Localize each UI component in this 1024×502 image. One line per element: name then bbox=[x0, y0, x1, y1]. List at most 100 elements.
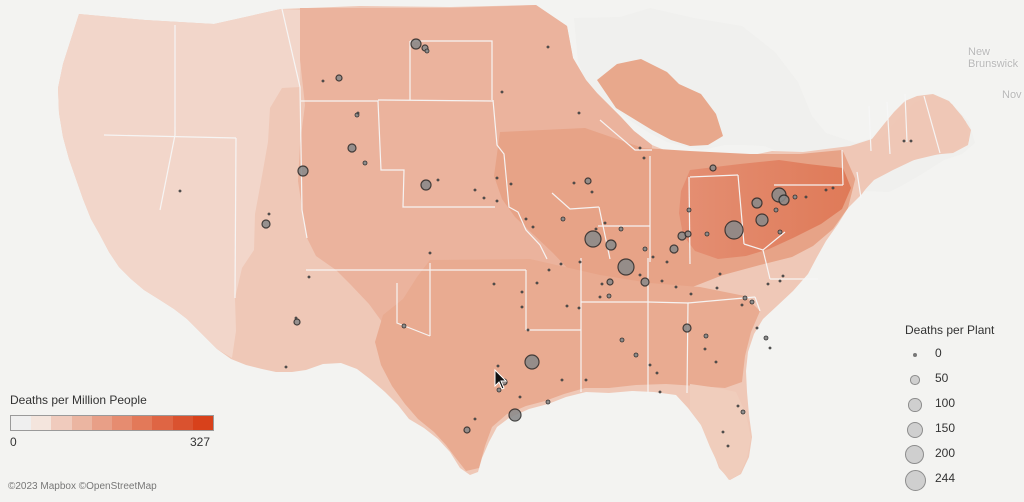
plant-marker[interactable] bbox=[703, 333, 709, 339]
plant-marker[interactable] bbox=[804, 195, 808, 199]
plant-marker[interactable] bbox=[356, 111, 360, 115]
plant-marker[interactable] bbox=[755, 326, 759, 330]
plant-marker[interactable] bbox=[294, 316, 298, 320]
plant-marker[interactable] bbox=[709, 164, 717, 172]
plant-marker[interactable] bbox=[792, 194, 798, 200]
plant-marker[interactable] bbox=[293, 318, 301, 326]
plant-marker[interactable] bbox=[584, 378, 588, 382]
plant-marker[interactable] bbox=[508, 408, 522, 422]
plant-marker[interactable] bbox=[718, 272, 722, 276]
plant-marker[interactable] bbox=[420, 179, 432, 191]
plant-marker[interactable] bbox=[777, 229, 783, 235]
plant-marker[interactable] bbox=[524, 217, 528, 221]
plant-marker[interactable] bbox=[178, 189, 182, 193]
plant-marker[interactable] bbox=[492, 282, 496, 286]
plant-marker[interactable] bbox=[781, 274, 785, 278]
plant-marker[interactable] bbox=[496, 387, 502, 393]
plant-marker[interactable] bbox=[642, 156, 646, 160]
plant-marker[interactable] bbox=[633, 352, 639, 358]
plant-marker[interactable] bbox=[714, 360, 718, 364]
plant-marker[interactable] bbox=[600, 282, 604, 286]
plant-marker[interactable] bbox=[531, 225, 535, 229]
plant-marker[interactable] bbox=[598, 295, 602, 299]
plant-marker[interactable] bbox=[724, 220, 744, 240]
plant-marker[interactable] bbox=[768, 346, 772, 350]
plant-marker[interactable] bbox=[686, 207, 692, 213]
plant-marker[interactable] bbox=[410, 38, 422, 50]
plant-marker[interactable] bbox=[642, 246, 648, 252]
plant-marker[interactable] bbox=[546, 45, 550, 49]
plant-marker[interactable] bbox=[545, 399, 551, 405]
plant-marker[interactable] bbox=[648, 363, 652, 367]
plant-marker[interactable] bbox=[526, 328, 530, 332]
plant-marker[interactable] bbox=[594, 227, 598, 231]
plant-marker[interactable] bbox=[755, 213, 769, 227]
plant-marker[interactable] bbox=[520, 305, 524, 309]
plant-marker[interactable] bbox=[496, 364, 500, 368]
plant-marker[interactable] bbox=[362, 160, 368, 166]
plant-marker[interactable] bbox=[347, 143, 357, 153]
plant-marker[interactable] bbox=[500, 90, 504, 94]
plant-marker[interactable] bbox=[428, 251, 432, 255]
plant-marker[interactable] bbox=[307, 275, 311, 279]
plant-marker[interactable] bbox=[617, 258, 635, 276]
plant-marker[interactable] bbox=[638, 273, 642, 277]
plant-marker[interactable] bbox=[736, 404, 740, 408]
plant-marker[interactable] bbox=[902, 139, 906, 143]
plant-marker[interactable] bbox=[658, 390, 662, 394]
plant-marker[interactable] bbox=[524, 354, 540, 370]
plant-marker[interactable] bbox=[684, 230, 692, 238]
plant-marker[interactable] bbox=[473, 417, 477, 421]
plant-marker[interactable] bbox=[831, 186, 835, 190]
plant-marker[interactable] bbox=[606, 278, 614, 286]
plant-marker[interactable] bbox=[749, 299, 755, 305]
plant-marker[interactable] bbox=[495, 199, 499, 203]
plant-marker[interactable] bbox=[665, 260, 669, 264]
plant-marker[interactable] bbox=[565, 304, 569, 308]
plant-marker[interactable] bbox=[424, 48, 430, 54]
plant-marker[interactable] bbox=[335, 74, 343, 82]
plant-marker[interactable] bbox=[577, 111, 581, 115]
plant-marker[interactable] bbox=[463, 426, 471, 434]
plant-marker[interactable] bbox=[619, 337, 625, 343]
plant-marker[interactable] bbox=[742, 295, 748, 301]
plant-marker[interactable] bbox=[651, 255, 655, 259]
plant-marker[interactable] bbox=[535, 281, 539, 285]
plant-marker[interactable] bbox=[473, 188, 477, 192]
plant-marker[interactable] bbox=[578, 260, 582, 264]
plant-marker[interactable] bbox=[778, 279, 782, 283]
plant-marker[interactable] bbox=[584, 177, 592, 185]
plant-marker[interactable] bbox=[763, 335, 769, 341]
plant-marker[interactable] bbox=[703, 347, 707, 351]
plant-marker[interactable] bbox=[773, 207, 779, 213]
plant-marker[interactable] bbox=[660, 279, 664, 283]
plant-marker[interactable] bbox=[740, 409, 746, 415]
plant-marker[interactable] bbox=[824, 188, 828, 192]
plant-marker[interactable] bbox=[547, 268, 551, 272]
plant-marker[interactable] bbox=[704, 231, 710, 237]
plant-marker[interactable] bbox=[655, 371, 659, 375]
plant-marker[interactable] bbox=[518, 395, 522, 399]
plant-marker[interactable] bbox=[520, 290, 524, 294]
plant-marker[interactable] bbox=[321, 79, 325, 83]
plant-marker[interactable] bbox=[284, 365, 288, 369]
plant-marker[interactable] bbox=[778, 194, 790, 206]
plant-marker[interactable] bbox=[482, 196, 486, 200]
plant-marker[interactable] bbox=[674, 285, 678, 289]
plant-marker[interactable] bbox=[560, 216, 566, 222]
plant-marker[interactable] bbox=[740, 303, 744, 307]
plant-marker[interactable] bbox=[401, 323, 407, 329]
plant-marker[interactable] bbox=[603, 221, 607, 225]
plant-marker[interactable] bbox=[495, 176, 499, 180]
plant-marker[interactable] bbox=[618, 226, 624, 232]
plant-marker[interactable] bbox=[436, 178, 440, 182]
map-attribution[interactable]: ©2023 Mapbox ©OpenStreetMap bbox=[8, 481, 157, 492]
plant-marker[interactable] bbox=[267, 212, 271, 216]
plant-marker[interactable] bbox=[261, 219, 271, 229]
plant-marker[interactable] bbox=[559, 262, 563, 266]
plant-marker[interactable] bbox=[766, 282, 770, 286]
plant-marker[interactable] bbox=[560, 378, 564, 382]
plant-marker[interactable] bbox=[605, 239, 617, 251]
